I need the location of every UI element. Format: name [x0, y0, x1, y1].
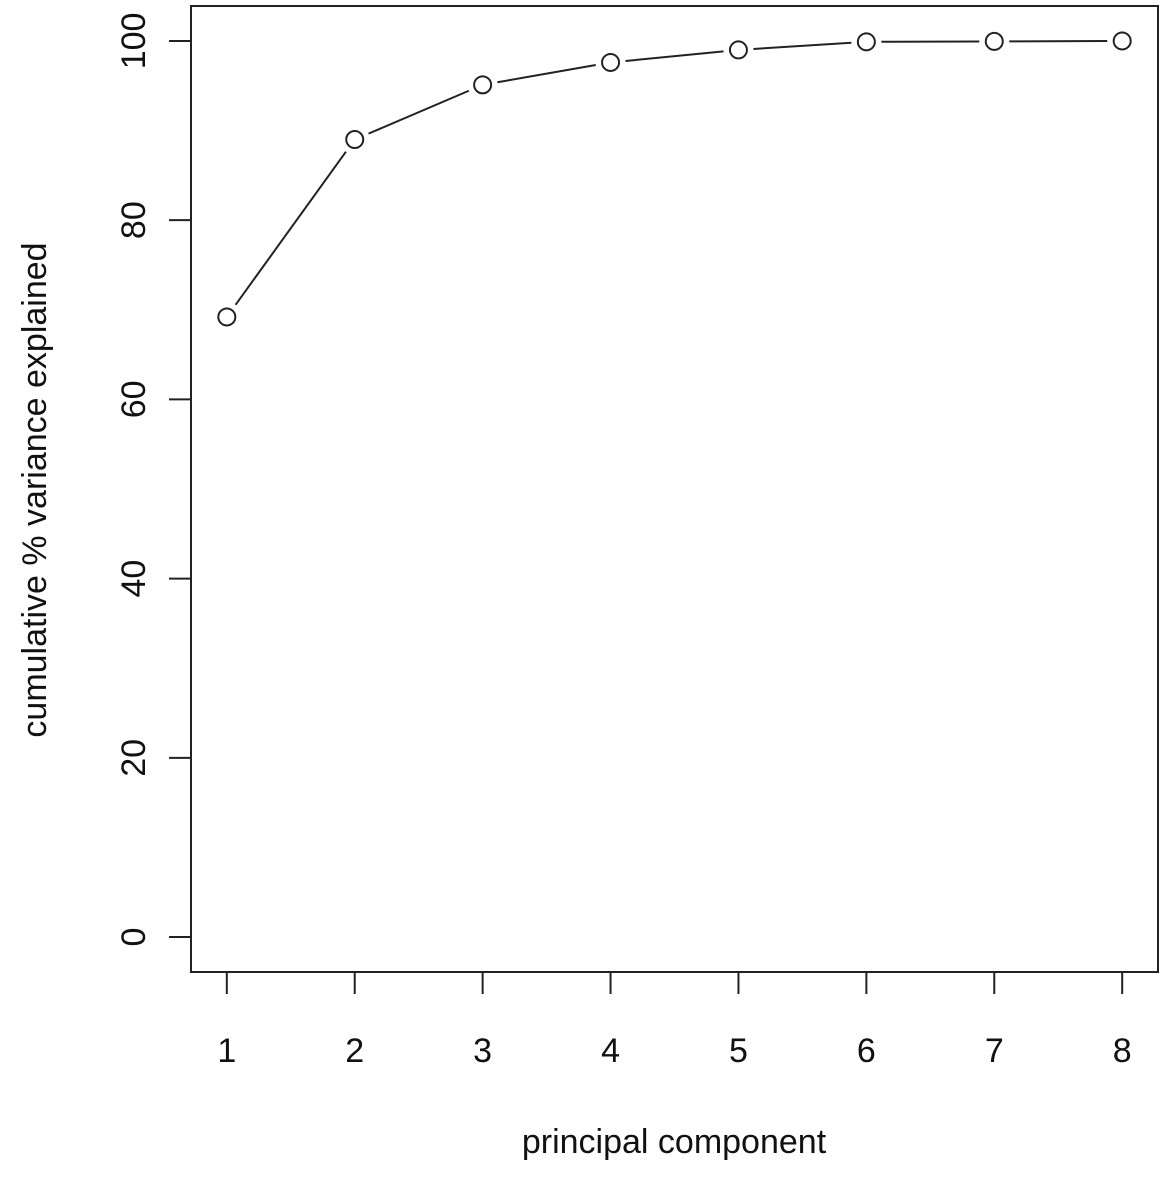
- x-axis: 1 2 3 4 5 6 7 8: [217, 972, 1132, 1070]
- y-tick-label: 40: [115, 560, 153, 598]
- x-tick-label: 7: [985, 1032, 1004, 1070]
- series-line-segment: [753, 41, 852, 50]
- x-tick-label: 4: [601, 1032, 620, 1070]
- data-point: [601, 52, 621, 72]
- plot-frame: [190, 5, 1159, 973]
- y-tick-label: 100: [115, 13, 153, 70]
- x-tick-label: 2: [345, 1032, 364, 1070]
- data-point: [1112, 31, 1132, 51]
- y-tick-label: 0: [115, 928, 153, 947]
- series-line-segment: [368, 89, 470, 135]
- data-point: [217, 307, 237, 327]
- x-tick-label: 5: [729, 1032, 748, 1070]
- y-tick-label: 60: [115, 380, 153, 418]
- x-tick-label: 1: [217, 1032, 236, 1070]
- data-point: [856, 32, 876, 52]
- series-layer: [217, 31, 1132, 327]
- data-point: [984, 31, 1004, 51]
- y-axis: 0 20 40 60 80 100: [115, 13, 191, 947]
- data-point: [728, 40, 748, 60]
- x-axis-label: principal component: [522, 1123, 827, 1161]
- y-tick-label: 20: [115, 739, 153, 777]
- series-line-segment: [234, 151, 347, 306]
- y-tick-label: 80: [115, 201, 153, 239]
- x-tick-label: 3: [473, 1032, 492, 1070]
- x-tick-label: 6: [857, 1032, 876, 1070]
- data-point: [473, 75, 493, 95]
- data-point: [345, 130, 365, 150]
- y-axis-label: cumulative % variance explained: [16, 242, 54, 737]
- x-tick-label: 8: [1113, 1032, 1132, 1070]
- series-line-segment: [497, 64, 596, 84]
- series-line-segment: [625, 50, 724, 62]
